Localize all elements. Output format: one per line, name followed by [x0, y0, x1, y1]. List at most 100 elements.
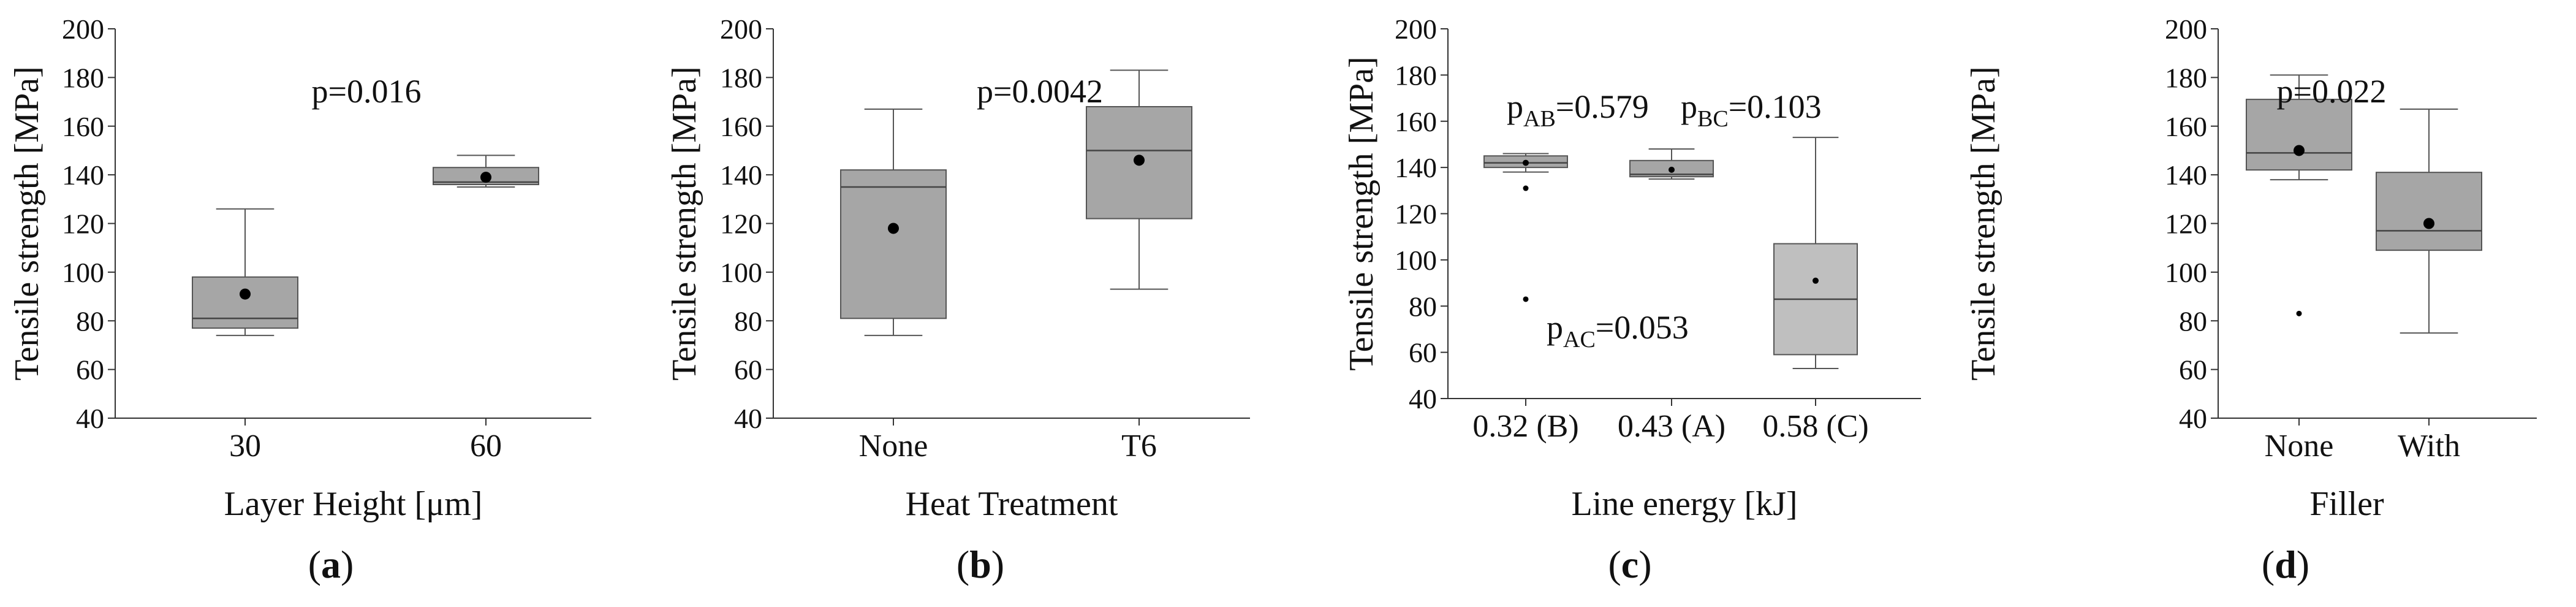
x-tick-label: None: [2265, 429, 2334, 464]
y-tick-label: 80: [1409, 291, 1437, 322]
y-axis-label: Tensile strength [MPa]: [1964, 66, 2002, 380]
p-subscript: AC: [1563, 327, 1596, 353]
panel-label-letter: c: [1621, 543, 1638, 586]
p-subscript: AB: [1523, 106, 1556, 132]
mean-marker: [240, 288, 251, 300]
y-tick-label: 140: [2165, 159, 2207, 191]
y-tick-label: 60: [734, 354, 762, 386]
chart-panel-a: 40 60 80 100 120 140 160 180 200 Tensile strength…: [8, 13, 591, 586]
x-tick-label: T6: [1121, 429, 1157, 464]
mean-marker: [1523, 159, 1529, 166]
p-value-annotation: pBC=0.103: [1681, 88, 1822, 132]
y-tick-label: 140: [1395, 152, 1437, 183]
mean-marker: [1669, 166, 1675, 173]
chart-panel-b: 40 60 80 100 120 140 160 180 200 Tensile strength…: [665, 13, 1250, 586]
panel-label-paren-close: ): [1638, 543, 1651, 586]
mean-marker: [2423, 218, 2434, 229]
y-tick-label: 120: [1395, 199, 1437, 230]
y-axis-label: Tensile strength [MPa]: [1343, 56, 1381, 370]
y-tick-label: 40: [734, 403, 762, 434]
y-tick-label: 160: [2165, 111, 2207, 142]
box-2: 0.58 (C): [1762, 137, 1869, 444]
mean-marker: [1813, 277, 1819, 284]
y-tick-label: 60: [76, 354, 104, 386]
p-symbol: p: [1681, 88, 1697, 125]
panel-label-paren-close: ): [991, 543, 1004, 586]
y-tick-label: 60: [2179, 354, 2207, 386]
y-tick-label: 140: [62, 159, 104, 191]
y-tick-label: 120: [62, 208, 104, 240]
mean-marker: [888, 223, 899, 234]
x-axis-label: Filler: [2309, 485, 2384, 523]
x-tick-label: None: [859, 429, 928, 464]
y-tick-label: 80: [2179, 305, 2207, 337]
outlier-point: [1523, 185, 1529, 191]
p-value-annotation: p=0.022: [2277, 73, 2387, 110]
y-tick-label: 80: [76, 305, 104, 337]
box-1: 60: [433, 155, 539, 464]
box-1: 0.43 (A): [1618, 148, 1726, 444]
x-axis-label: Layer Height [μm]: [224, 485, 483, 523]
panel-label-paren-open: (: [957, 543, 969, 586]
x-tick-label: 0.32 (B): [1472, 409, 1578, 444]
panel-label-letter: d: [2275, 543, 2297, 586]
box-1: With: [2376, 108, 2482, 464]
p-value: =0.103: [1729, 88, 1822, 125]
panel-label-paren-open: (: [2262, 543, 2275, 586]
y-tick-label: 120: [720, 208, 762, 240]
x-axis-label: Line energy [kJ]: [1571, 485, 1797, 523]
panel-label-paren-open: (: [1608, 543, 1621, 586]
panel-label-paren-open: (: [308, 543, 321, 586]
y-tick-label: 100: [62, 257, 104, 288]
y-tick-label: 140: [720, 159, 762, 191]
y-tick-label: 40: [2179, 403, 2207, 434]
p-symbol: p: [1507, 88, 1523, 125]
p-symbol: p: [1547, 309, 1563, 346]
x-tick-label: 30: [229, 429, 261, 464]
y-tick-label: 200: [720, 13, 762, 45]
box-0: None: [840, 108, 947, 464]
y-tick-label: 160: [62, 111, 104, 142]
box-iqr: [192, 276, 298, 329]
y-tick-label: 200: [62, 13, 104, 45]
y-tick-label: 160: [1395, 106, 1437, 137]
p-value-annotation: p=0.0042: [977, 73, 1103, 110]
y-tick-label: 180: [62, 62, 104, 93]
y-tick-label: 120: [2165, 208, 2207, 240]
box-0: 0.32 (B): [1472, 153, 1579, 444]
y-tick-label: 100: [2165, 257, 2207, 288]
outlier-point: [1523, 296, 1529, 302]
panel-label-letter: b: [969, 543, 991, 586]
y-tick-label: 180: [2165, 62, 2207, 93]
y-tick-label: 180: [1395, 59, 1437, 91]
mean-marker: [2294, 145, 2305, 156]
panel-label-paren-close: ): [2297, 543, 2309, 586]
y-tick-label: 160: [720, 111, 762, 142]
panel-label-paren-close: ): [341, 543, 354, 586]
box-0: 30: [192, 208, 298, 464]
p-value-annotation: pAC=0.053: [1547, 309, 1689, 353]
panel-label-letter: a: [321, 543, 341, 586]
box-iqr: [840, 169, 947, 319]
y-tick-label: 60: [1409, 337, 1437, 368]
x-axis-label: Heat Treatment: [906, 485, 1118, 523]
chart-panel-d: 40 60 80 100 120 140 160 180 200 Tensile strength…: [1964, 13, 2537, 586]
box-0: None: [2246, 74, 2352, 464]
panel-label: (b): [957, 543, 1004, 586]
y-axis-label: Tensile strength [MPa]: [8, 66, 46, 380]
p-value-annotation: p=0.016: [312, 73, 422, 110]
y-tick-label: 200: [1395, 13, 1437, 45]
p-value-annotation: pAB=0.579: [1507, 88, 1649, 132]
p-subscript: BC: [1697, 106, 1729, 132]
y-tick-label: 40: [76, 403, 104, 434]
p-value: =0.579: [1556, 88, 1649, 125]
x-tick-label: 60: [470, 429, 502, 464]
y-tick-label: 180: [720, 62, 762, 93]
y-tick-label: 40: [1409, 383, 1437, 414]
outlier-point: [2296, 310, 2302, 316]
box-iqr: [2376, 172, 2482, 251]
mean-marker: [480, 172, 491, 183]
x-tick-label: 0.58 (C): [1762, 409, 1868, 444]
panel-label: (c): [1608, 543, 1651, 586]
